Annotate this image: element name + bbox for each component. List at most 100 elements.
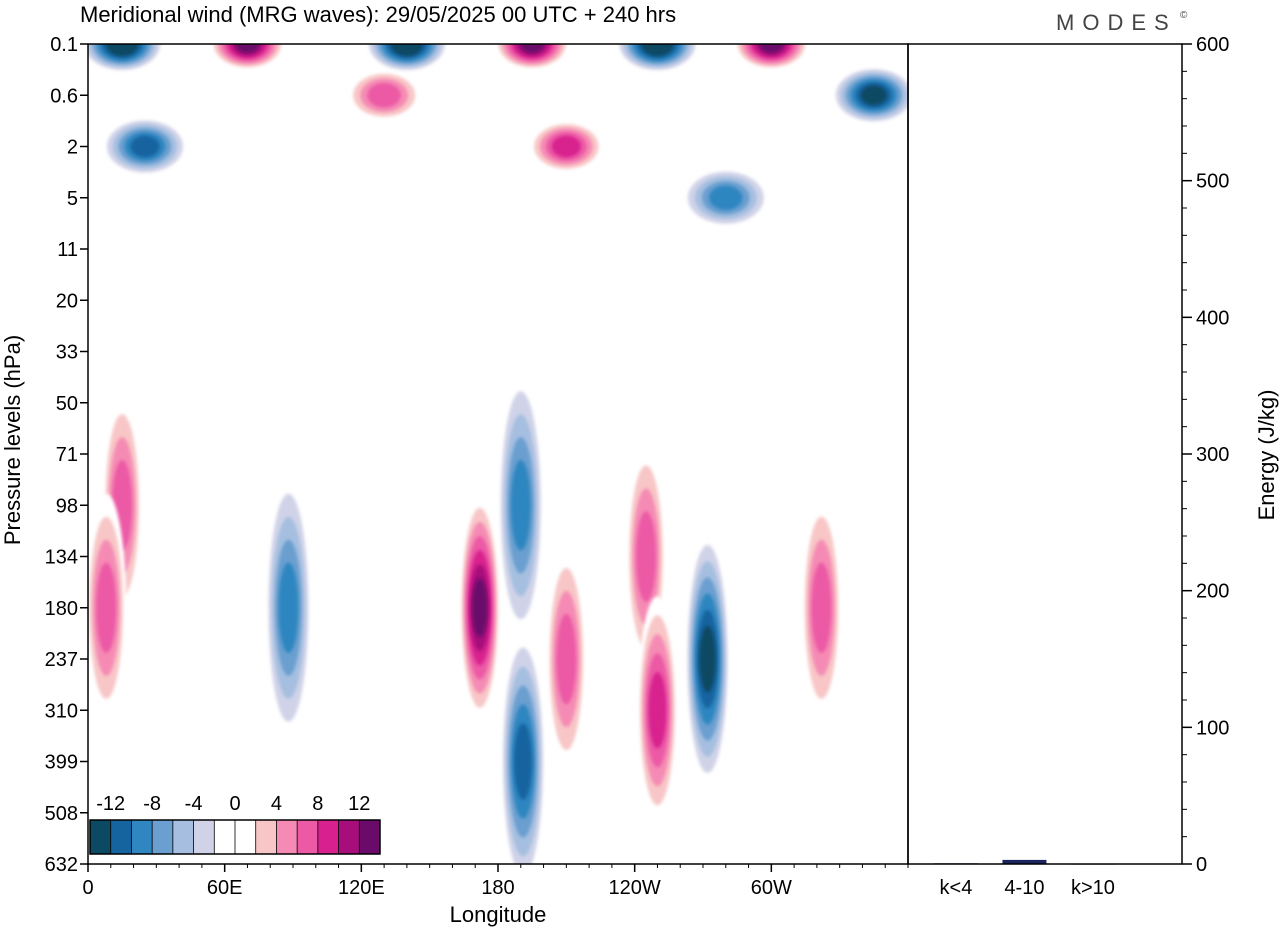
y-tick-label: 50 [56, 393, 78, 415]
energy-tick-label: 500 [1196, 171, 1229, 193]
wind-contour-band [709, 185, 743, 210]
wind-anomaly-18 [494, 44, 571, 70]
x-tick-label: 120W [609, 877, 661, 899]
wind-anomaly-15 [88, 44, 161, 70]
heatmap-field [88, 44, 908, 864]
x-tick-label: 120E [338, 877, 385, 899]
wind-contour-band [514, 723, 533, 800]
energy-bar [1002, 859, 1047, 864]
y-tick-label: 134 [45, 547, 78, 569]
wind-anomaly-14 [346, 69, 423, 122]
colorbar-swatch [297, 820, 318, 854]
wind-contour-band [472, 578, 488, 638]
colorbar-swatch [235, 820, 256, 854]
y-tick-label: 508 [45, 803, 78, 825]
energy-tick-label: 200 [1196, 581, 1229, 603]
y-tick-label: 632 [45, 854, 78, 876]
y-tick-label: 20 [56, 290, 78, 312]
wind-contour-band [395, 44, 419, 54]
wind-contour-band [96, 562, 117, 653]
colorbar-label: -4 [185, 793, 203, 815]
y-tick-label: 0.6 [50, 85, 78, 107]
wind-contour-band [556, 613, 577, 705]
axes: 0.1 0.6 2 5 11 20 33 50 71 98 134 180 237 310 399 508 63… [45, 34, 1230, 899]
colorbar-swatch [90, 820, 111, 854]
wind-anomaly-2 [268, 493, 309, 722]
y-tick-label: 5 [67, 188, 78, 210]
wind-anomaly-13 [687, 171, 764, 224]
colorbar-label: 8 [312, 793, 323, 815]
x-tick-label: 60W [751, 877, 792, 899]
wind-anomaly-9 [687, 545, 728, 773]
colorbar-swatch [276, 820, 298, 854]
colorbar-label: 0 [229, 793, 240, 815]
wind-anomaly-8 [637, 596, 678, 825]
wind-anomaly-16 [209, 44, 286, 70]
y-tick-label: 11 [57, 239, 78, 261]
wind-contour-band [278, 562, 299, 653]
colorbar-swatch [317, 820, 339, 854]
colorbar-swatch [359, 820, 380, 854]
wind-anomaly-19 [619, 44, 696, 70]
wind-contour-band [551, 135, 581, 158]
wind-anomaly-21 [835, 69, 908, 122]
wind-anomaly-5 [503, 647, 544, 864]
wind-anomaly-4 [500, 391, 541, 620]
wind-contour-band [699, 625, 716, 693]
wind-contour-band [860, 85, 887, 106]
wind-contour-band [110, 44, 135, 54]
wind-contour-band [520, 44, 545, 54]
wind-contour-band [130, 135, 160, 158]
x-tick-label: 180 [481, 877, 514, 899]
energy-bar-panel: k<4 4-10 k>10 [933, 859, 1115, 899]
wind-anomaly-6 [546, 545, 587, 773]
energy-category-label: 4-10 [1004, 877, 1044, 899]
energy-category-label: k<4 [940, 877, 973, 899]
y-tick-label: 399 [45, 752, 78, 774]
energy-tick-label: 300 [1196, 444, 1229, 466]
energy-tick-label: 0 [1196, 854, 1207, 876]
colorbar: -12 -8 -4 0 4 8 12 [89, 793, 381, 855]
colorbar-swatch [255, 820, 277, 854]
wind-contour-band [645, 44, 670, 54]
energy-axis-title: Energy (J/kg) [1254, 390, 1279, 521]
energy-category-label: k>10 [1071, 877, 1115, 899]
energy-frame [907, 43, 1183, 865]
energy-tick-label: 400 [1196, 307, 1229, 329]
colorbar-swatch [110, 820, 132, 854]
wind-anomaly-11 [528, 120, 605, 173]
wind-contour-band [235, 44, 260, 54]
y-tick-label: 33 [56, 342, 78, 364]
colorbar-swatch [214, 820, 235, 854]
wind-anomaly-20 [733, 44, 810, 70]
colorbar-label: -8 [143, 793, 161, 815]
colorbar-label: 4 [271, 793, 282, 815]
x-axis-title: Longitude [450, 902, 547, 927]
y-tick-label: 71 [56, 444, 78, 466]
colorbar-swatch [172, 820, 194, 854]
wind-contour-band [636, 511, 657, 602]
energy-tick-label: 100 [1196, 717, 1229, 739]
y-tick-label: 237 [45, 649, 78, 671]
energy-tick-label: 600 [1196, 34, 1229, 56]
wind-contour-band [648, 672, 667, 749]
wind-anomaly-3 [459, 493, 500, 722]
colorbar-swatch [152, 820, 173, 854]
y-tick-label: 180 [45, 598, 78, 620]
colorbar-label: 12 [348, 793, 370, 815]
wind-anomaly-10 [801, 493, 842, 722]
wind-contour-band [510, 460, 531, 551]
x-tick-label: 60E [207, 877, 243, 899]
colorbar-swatch [131, 820, 153, 854]
y-tick-label: 98 [56, 495, 78, 517]
y-tick-label: 0.1 [50, 34, 78, 56]
x-tick-label: 0 [82, 877, 93, 899]
y-tick-label: 310 [45, 700, 78, 722]
logo-mark: © [1180, 10, 1188, 21]
wind-contour-band [367, 83, 401, 108]
modes-logo: MODES [1056, 10, 1177, 35]
colorbar-swatch [338, 820, 360, 854]
y-tick-label: 2 [67, 137, 78, 159]
y-axis-title: Pressure levels (hPa) [0, 335, 25, 545]
